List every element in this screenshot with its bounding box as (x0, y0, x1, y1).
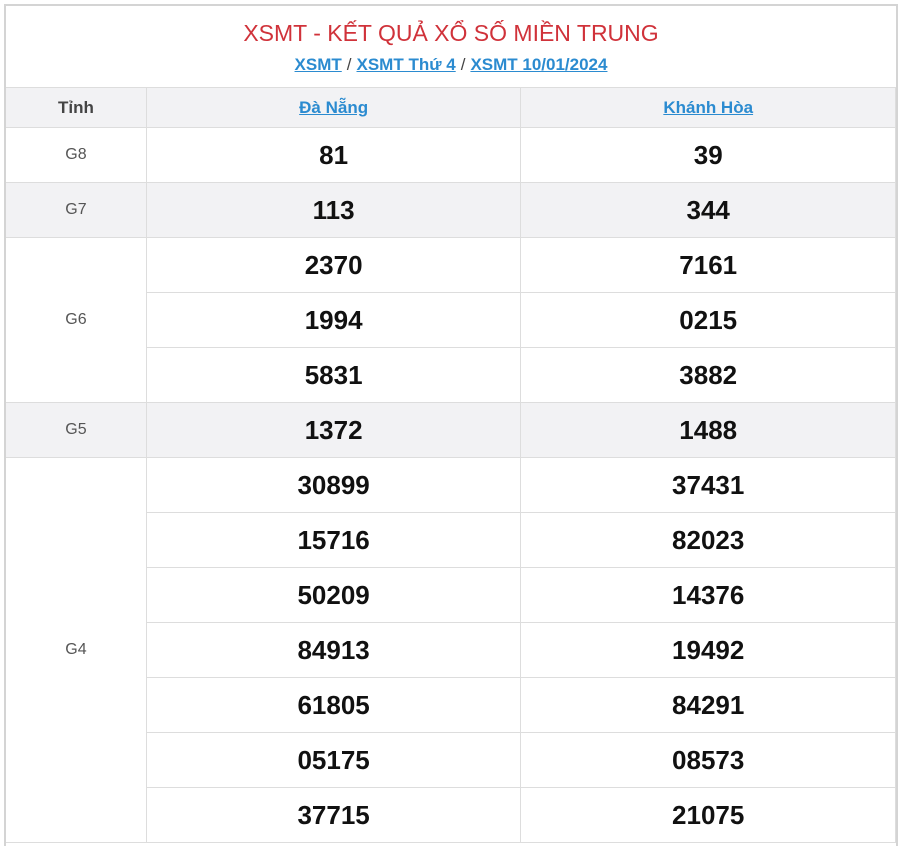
table-row: G7 113 344 (6, 182, 896, 238)
prize-number: 2370 (145, 237, 522, 293)
province-link-khanh-hoa[interactable]: Khánh Hòa (663, 97, 754, 117)
prize-number: 84291 (520, 677, 896, 733)
prize-number: 1488 (520, 402, 896, 458)
prize-number: 82023 (520, 512, 896, 568)
prize-number: 14376 (520, 567, 896, 623)
prize-label: G7 (6, 182, 147, 238)
prize-number: 81 (145, 127, 522, 183)
prize-number: 50209 (146, 567, 522, 623)
results-table: Tỉnh Đà Nẵng Khánh Hòa G8 81 39 G7 113 344 G6 2… (6, 87, 896, 843)
prize-label: G5 (6, 402, 147, 458)
prize-number: 37715 (146, 787, 522, 843)
prize-label: G4 (6, 457, 147, 843)
prize-number: 7161 (520, 237, 896, 293)
province-link-da-nang[interactable]: Đà Nẵng (299, 97, 369, 117)
breadcrumb-xsmt-date[interactable]: XSMT 10/01/2024 (470, 55, 608, 74)
prize-number: 113 (145, 182, 522, 238)
breadcrumb-separator: / (346, 55, 352, 74)
breadcrumb-xsmt-thu-4[interactable]: XSMT Thứ 4 (356, 55, 456, 74)
prize-number: 61805 (146, 677, 522, 733)
table-header: Tỉnh Đà Nẵng Khánh Hòa (6, 87, 896, 128)
table-row: G5 1372 1488 (6, 402, 896, 458)
table-row: G4 30899 37431 (6, 457, 896, 843)
prize-number: 0215 (520, 292, 896, 348)
table-row: 84913 19492 (6, 622, 896, 678)
prize-number: 3882 (520, 347, 896, 403)
prize-number: 1372 (145, 402, 522, 458)
prize-label: G8 (6, 127, 147, 183)
prize-number: 5831 (146, 347, 522, 403)
page-title: XSMT - KẾT QUẢ XỔ SỐ MIỀN TRUNG (243, 20, 659, 46)
prize-number: 84913 (146, 622, 522, 678)
results-panel: XSMT - KẾT QUẢ XỔ SỐ MIỀN TRUNG XSMT / XSM… (4, 4, 898, 846)
prize-number: 1994 (146, 292, 522, 348)
table-row: 15716 82023 (6, 512, 896, 568)
prize-label: G6 (6, 237, 147, 403)
prize-number: 15716 (146, 512, 522, 568)
prize-number: 19492 (520, 622, 896, 678)
prize-number: 05175 (146, 732, 522, 788)
table-row: 5831 3882 (6, 347, 896, 403)
prize-number: 39 (520, 127, 896, 183)
prize-number: 37431 (520, 457, 896, 513)
table-row: 61805 84291 (6, 677, 896, 733)
prize-number: 21075 (520, 787, 896, 843)
table-row: 05175 08573 (6, 732, 896, 788)
breadcrumb-xsmt[interactable]: XSMT (294, 55, 342, 74)
prize-number: 30899 (145, 457, 522, 513)
table-row: 1994 0215 (6, 292, 896, 348)
table-row: G6 2370 7161 (6, 237, 896, 403)
table-row: G8 81 39 (6, 127, 896, 183)
breadcrumb: XSMT / XSMT Thứ 4/XSMT 10/01/2024 (6, 52, 896, 78)
prize-number: 08573 (520, 732, 896, 788)
prize-number: 344 (520, 182, 896, 238)
breadcrumb-separator: / (460, 55, 466, 74)
table-row: 50209 14376 (6, 567, 896, 623)
header-province: Khánh Hòa (520, 87, 896, 128)
header-province: Đà Nẵng (145, 87, 522, 128)
header-tinh: Tỉnh (6, 87, 147, 128)
